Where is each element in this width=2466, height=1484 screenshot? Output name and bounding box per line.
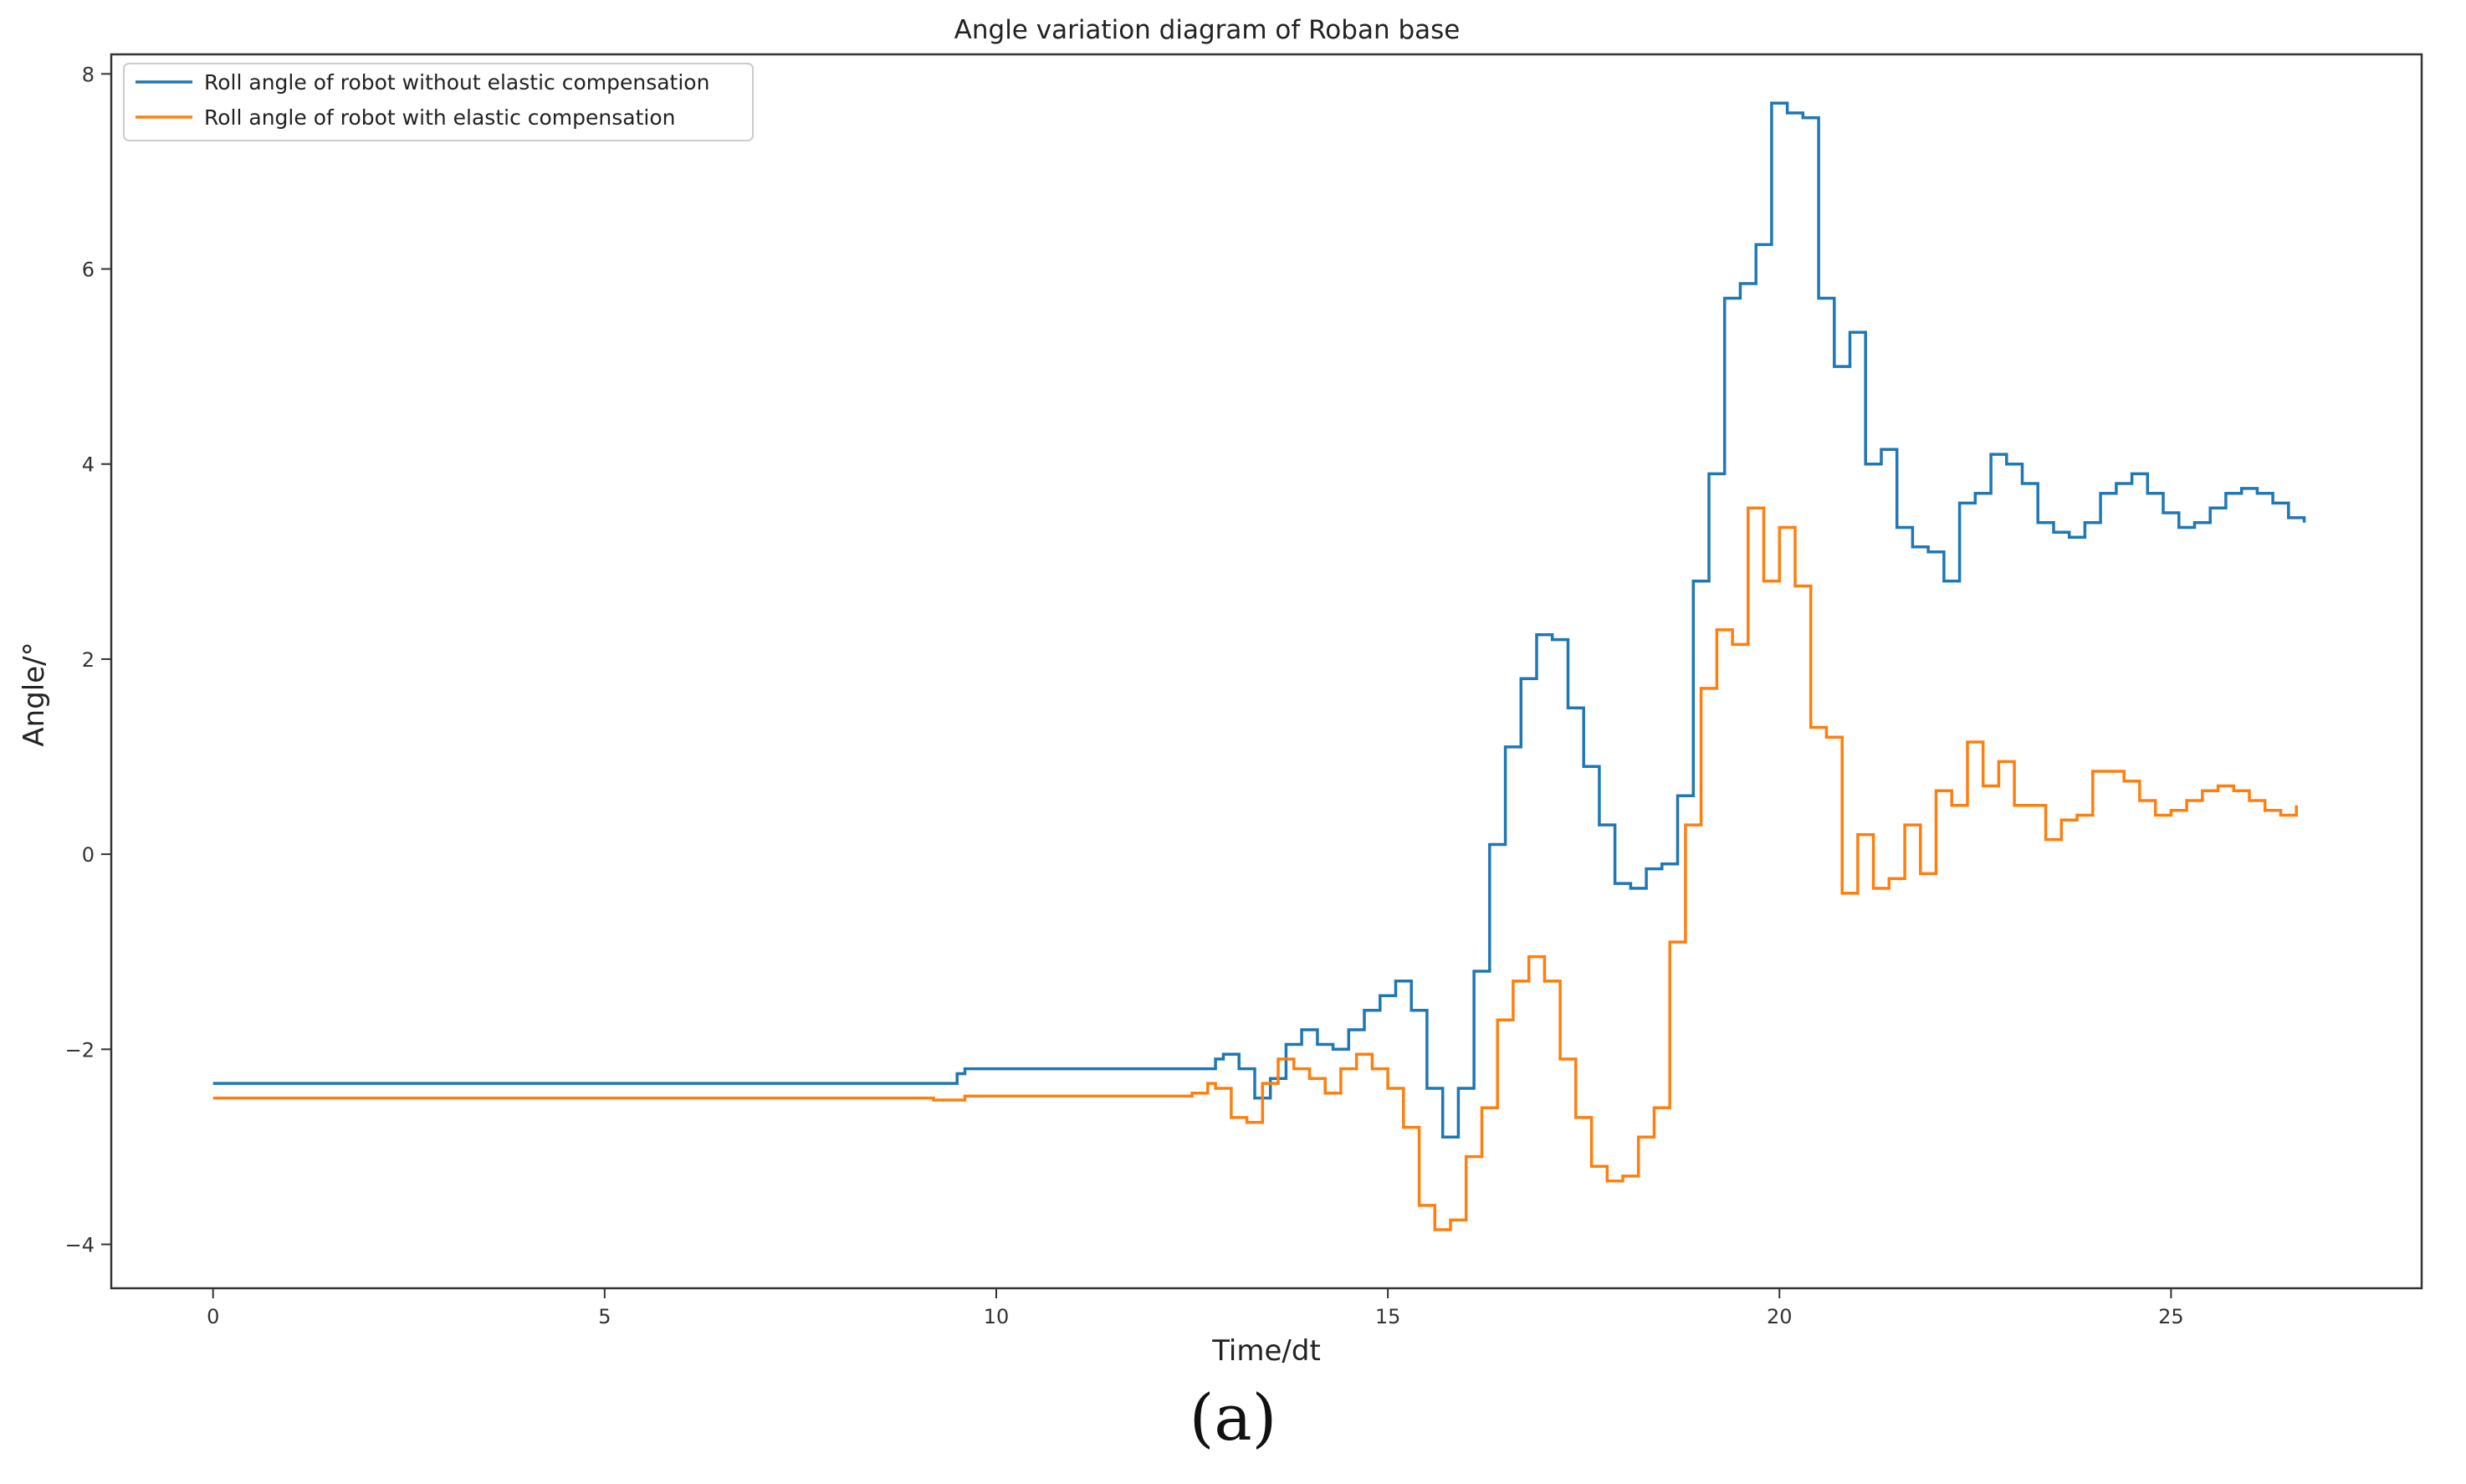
plot-area [110,53,2423,1290]
x-tick-label: 20 [1767,1305,1793,1328]
figure-caption: (a) [1189,1380,1277,1455]
legend: Roll angle of robot without elastic comp… [123,63,754,141]
x-tick-label: 25 [2158,1305,2184,1328]
legend-label-series-2: Roll angle of robot with elastic compens… [204,105,676,130]
y-tick-label: 4 [82,453,95,477]
x-tick-label: 0 [207,1305,219,1328]
y-tick-label: −4 [65,1234,95,1257]
x-tick-label: 5 [598,1305,611,1328]
series-layer [212,101,2306,1231]
y-tick-label: 2 [82,648,95,672]
legend-box [123,63,754,141]
x-axis-label: Time/dt [1211,1334,1321,1368]
y-axis: −4 −2 0 2 4 6 8 [65,63,111,1257]
y-tick-label: 6 [82,258,95,282]
y-axis-label: Angle/° [18,642,51,746]
y-tick-label: −2 [65,1038,95,1062]
chart-title: Angle variation diagram of Roban base [954,15,1461,45]
y-tick-label: 0 [82,843,95,867]
x-tick-label: 15 [1375,1305,1401,1328]
x-axis: 0 5 10 15 20 25 [207,1288,2184,1328]
y-tick-label: 8 [82,63,95,86]
x-tick-label: 10 [984,1305,1010,1328]
legend-label-series-1: Roll angle of robot without elastic comp… [204,70,709,95]
series-line-1 [212,101,2306,1139]
series-line-2 [212,506,2298,1231]
